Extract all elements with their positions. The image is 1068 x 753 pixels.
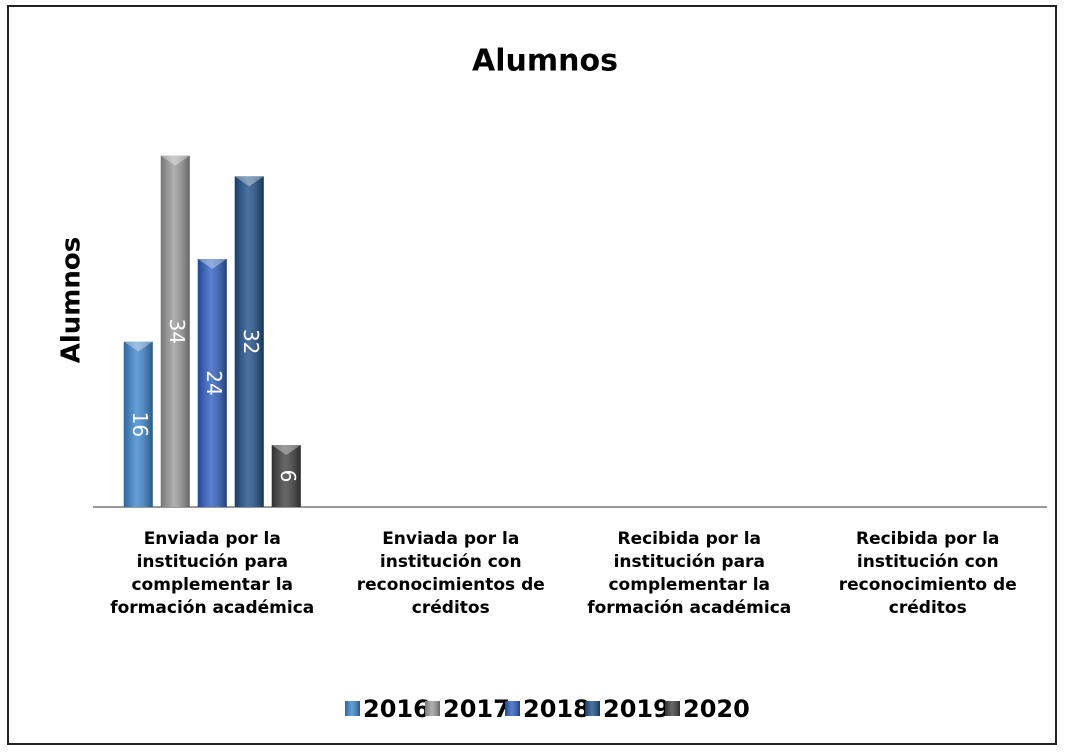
chart-title: Alumnos bbox=[472, 44, 618, 79]
x-tick-label: Enviada por la institución con reconocim… bbox=[356, 529, 545, 618]
bar-shade bbox=[271, 445, 301, 507]
bar-top bbox=[197, 259, 227, 269]
y-axis-label: Alumnos bbox=[57, 237, 87, 363]
bar-shade bbox=[123, 341, 153, 507]
data-label: 6 bbox=[276, 470, 300, 483]
bar-top bbox=[160, 155, 190, 166]
data-label: 32 bbox=[239, 329, 263, 354]
x-tick-label: Recibida por la institución para complem… bbox=[587, 529, 792, 618]
legend-swatch-shade bbox=[585, 701, 600, 716]
legend-label: 2017 bbox=[443, 695, 510, 723]
legend-swatch-shade bbox=[505, 701, 520, 716]
bar-shade bbox=[197, 259, 227, 507]
x-tick-label: Enviada por la institución para compleme… bbox=[110, 529, 315, 618]
legend-swatch-shade bbox=[345, 701, 360, 716]
legend-swatch-shade bbox=[665, 701, 680, 716]
legend-label: 2020 bbox=[683, 695, 750, 723]
x-tick-label: Recibida por la institución con reconoci… bbox=[838, 529, 1017, 618]
data-label: 16 bbox=[128, 412, 152, 437]
bar-shade bbox=[234, 176, 264, 508]
bar-top bbox=[271, 445, 301, 455]
legend-label: 2018 bbox=[523, 695, 590, 723]
data-label: 24 bbox=[202, 370, 226, 395]
legend-swatch-shade bbox=[425, 701, 440, 716]
bar-top bbox=[123, 341, 153, 352]
bar-top bbox=[234, 176, 264, 187]
legend-label: 2019 bbox=[603, 695, 670, 723]
legend-label: 2016 bbox=[363, 695, 430, 723]
data-label: 34 bbox=[165, 319, 189, 344]
bar-shade bbox=[160, 155, 190, 507]
